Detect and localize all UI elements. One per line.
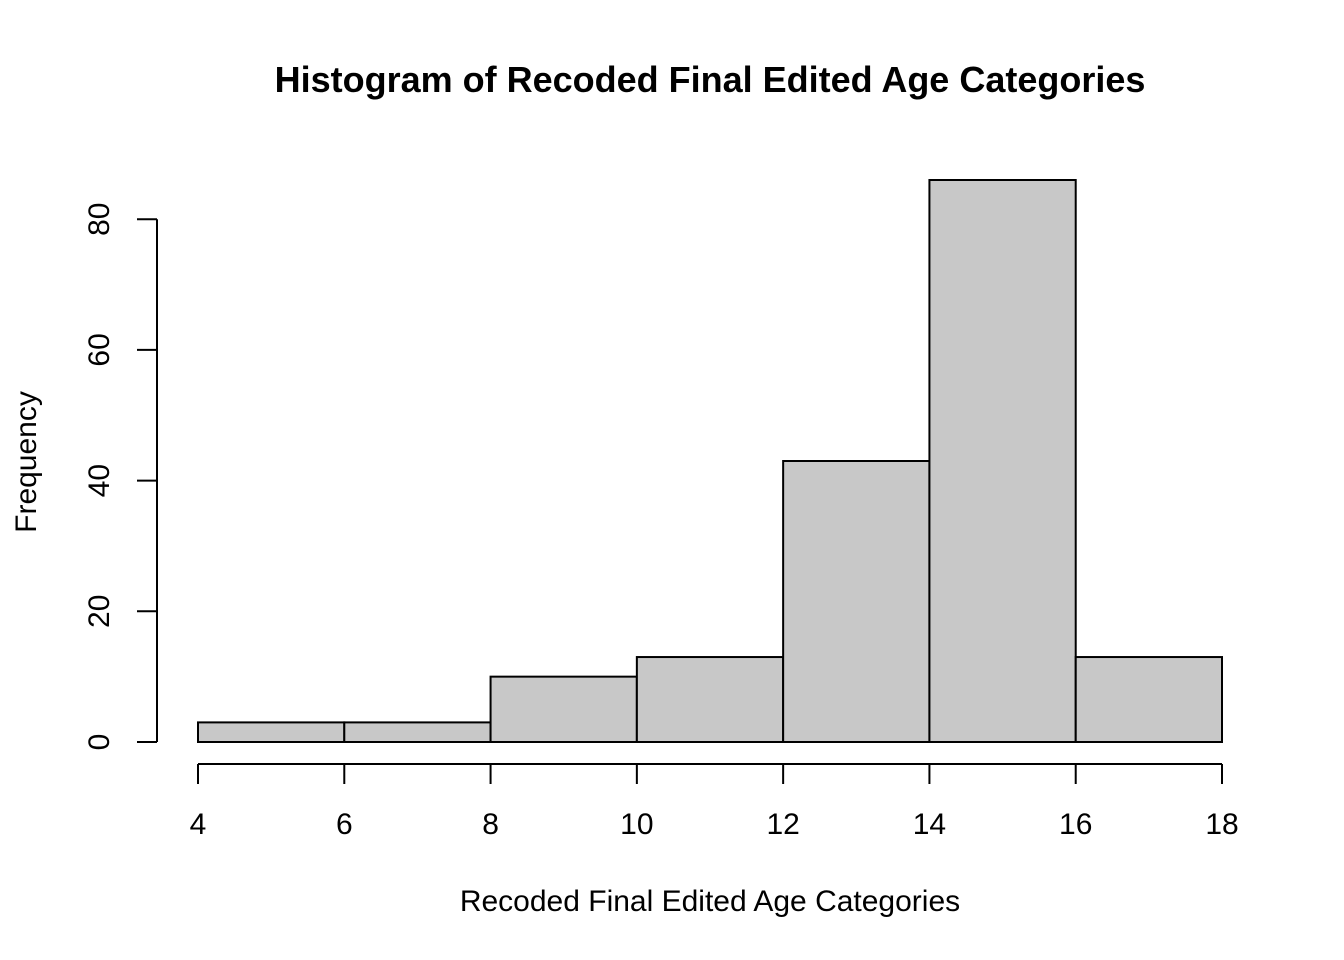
y-tick-label: 20 [83,595,116,628]
y-axis: 0 20 40 60 80 [83,203,158,751]
x-tick-label: 10 [620,808,653,841]
y-axis-title: Frequency [10,391,43,533]
histogram-bar-6 [928,179,1077,743]
histogram-bar-3 [489,675,638,744]
x-axis: 4 6 8 10 12 14 16 18 [190,763,1239,841]
x-tick-label: 12 [766,808,799,841]
x-axis-title: Recoded Final Edited Age Categories [460,885,960,918]
x-tick-label: 14 [913,808,946,841]
x-tick-label: 8 [482,808,499,841]
histogram-bar-5 [782,460,931,743]
y-tick-label: 60 [83,333,116,366]
x-tick-label: 16 [1059,808,1092,841]
y-tick-label: 40 [83,464,116,497]
chart-title: Histogram of Recoded Final Edited Age Ca… [275,59,1146,100]
x-tick-label: 18 [1205,808,1238,841]
y-tick-label: 80 [83,203,116,236]
bars-layer [197,179,1223,744]
histogram-bar-7 [1074,656,1223,743]
y-tick-label: 0 [83,734,116,751]
histogram-bar-2 [343,721,492,743]
histogram-bar-1 [197,721,346,743]
x-tick-label: 4 [190,808,207,841]
x-tick-label: 6 [336,808,353,841]
histogram-bar-4 [635,656,785,743]
